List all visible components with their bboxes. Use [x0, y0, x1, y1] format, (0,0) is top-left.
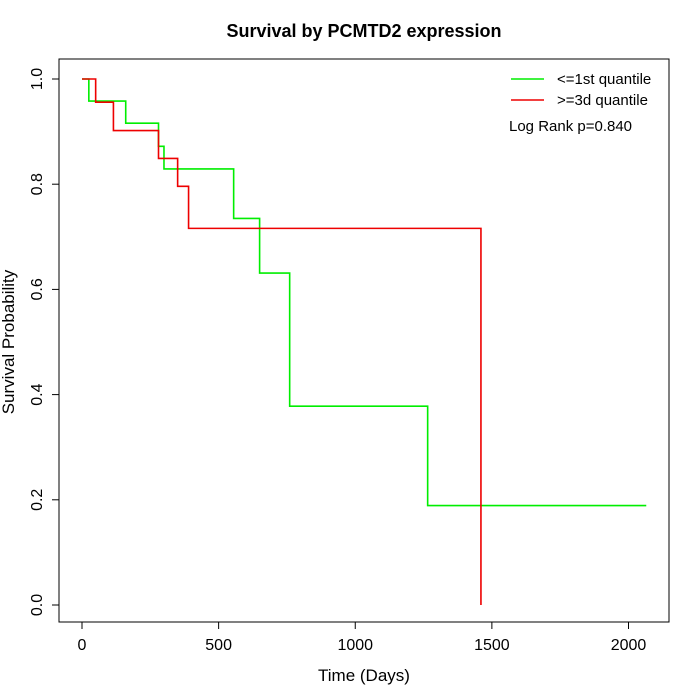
x-tick-label: 1000 — [337, 637, 373, 654]
y-tick-label: 1.0 — [29, 68, 46, 90]
chart-title: Survival by PCMTD2 expression — [226, 21, 501, 41]
log-rank-annotation: Log Rank p=0.840 — [509, 118, 632, 135]
legend-label-high: >=3d quantile — [557, 92, 648, 109]
x-tick-label: 0 — [78, 637, 87, 654]
x-tick-label: 2000 — [611, 637, 647, 654]
legend-label-low: <=1st quantile — [557, 71, 651, 88]
y-axis-label: Survival Probability — [0, 269, 18, 414]
y-axis: 0.0 0.2 0.4 0.6 0.8 1.0 — [29, 68, 60, 616]
y-tick-label: 0.4 — [29, 383, 46, 405]
y-tick-label: 0.0 — [29, 594, 46, 616]
x-axis: 0 500 1000 1500 2000 — [78, 621, 647, 654]
y-tick-label: 0.8 — [29, 173, 46, 195]
y-tick-label: 0.6 — [29, 278, 46, 300]
survival-curve-high — [82, 78, 482, 605]
legend: <=1st quantile >=3d quantile — [511, 71, 651, 109]
x-axis-label: Time (Days) — [318, 666, 410, 685]
survival-curve-low — [82, 78, 647, 507]
plot-frame — [58, 58, 670, 623]
y-tick-label: 0.2 — [29, 489, 46, 511]
series-layer — [82, 78, 647, 605]
x-tick-label: 1500 — [474, 637, 510, 654]
x-tick-label: 500 — [205, 637, 232, 654]
